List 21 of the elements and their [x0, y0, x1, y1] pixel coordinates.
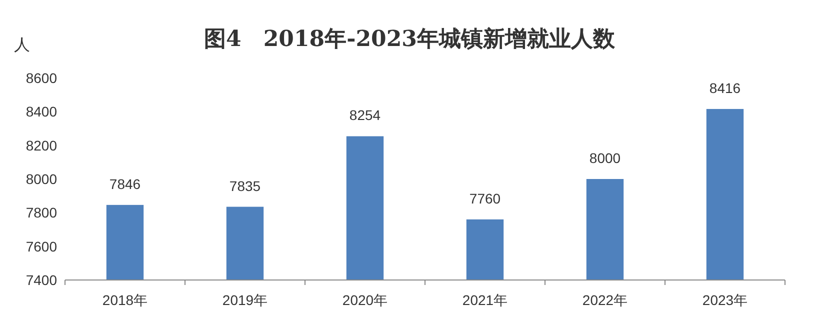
y-tick-label: 8000 [26, 171, 58, 187]
data-label: 8000 [589, 150, 621, 166]
y-tick-label: 7400 [26, 272, 58, 288]
y-axis-title: 人 [14, 37, 30, 54]
y-tick-label: 7600 [26, 238, 58, 254]
x-tick-label: 2022年 [582, 292, 628, 308]
chart-title: 图4 2018年-2023年城镇新增就业人数 [204, 26, 616, 52]
data-label: 7846 [109, 176, 141, 192]
data-label: 7760 [469, 190, 501, 206]
x-tick-label: 2021年 [462, 292, 508, 308]
x-tick-label: 2020年 [342, 292, 388, 308]
data-label: 7835 [229, 178, 261, 194]
data-label: 8254 [349, 107, 381, 124]
data-label: 8416 [709, 80, 741, 96]
y-tick-label: 7800 [26, 204, 58, 221]
x-tick-label: 2023年 [702, 292, 748, 308]
y-tick-label: 8200 [26, 137, 58, 154]
x-tick-label: 2018年 [102, 292, 148, 308]
y-tick-label: 8400 [26, 104, 58, 120]
y-tick-label: 8600 [26, 70, 58, 86]
x-tick-label: 2019年 [222, 292, 268, 308]
